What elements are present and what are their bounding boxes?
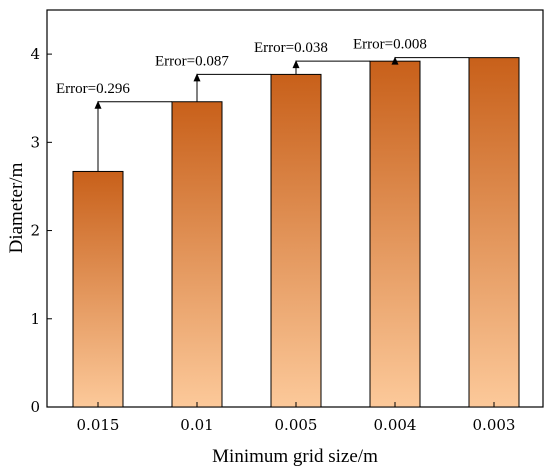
error-label: Error=0.038: [254, 40, 328, 56]
y-tick-label: 2: [30, 222, 40, 240]
arrow-head: [391, 56, 399, 65]
bar-0.015: [72, 170, 124, 408]
x-tick-label: 0.004: [374, 416, 417, 434]
error-connector: [295, 60, 370, 75]
x-tick-label: 0.003: [473, 416, 516, 434]
x-tick-label: 0.015: [77, 416, 120, 434]
bar-0.004: [369, 60, 421, 408]
bar-0.01: [171, 101, 223, 408]
error-label: Error=0.008: [353, 37, 427, 53]
x-tick-label: 0.01: [180, 416, 213, 434]
y-tick-label: 3: [30, 133, 40, 151]
y-tick-label: 4: [30, 45, 40, 63]
error-connector: [97, 101, 172, 172]
error-connector: [196, 73, 271, 102]
y-tick-label: 1: [30, 310, 40, 328]
x-axis-title: Minimum grid size/m: [212, 446, 378, 467]
x-tick-label: 0.005: [275, 416, 318, 434]
arrow-head: [292, 60, 300, 69]
bar-0.005: [270, 73, 322, 408]
error-label: Error=0.296: [56, 81, 130, 97]
y-axis-title: Diameter/m: [6, 162, 27, 253]
y-tick-label: 0: [30, 398, 40, 416]
error-label: Error=0.087: [155, 53, 229, 69]
arrow-head: [193, 73, 201, 82]
bar-0.003: [468, 57, 520, 408]
arrow-head: [94, 100, 102, 109]
